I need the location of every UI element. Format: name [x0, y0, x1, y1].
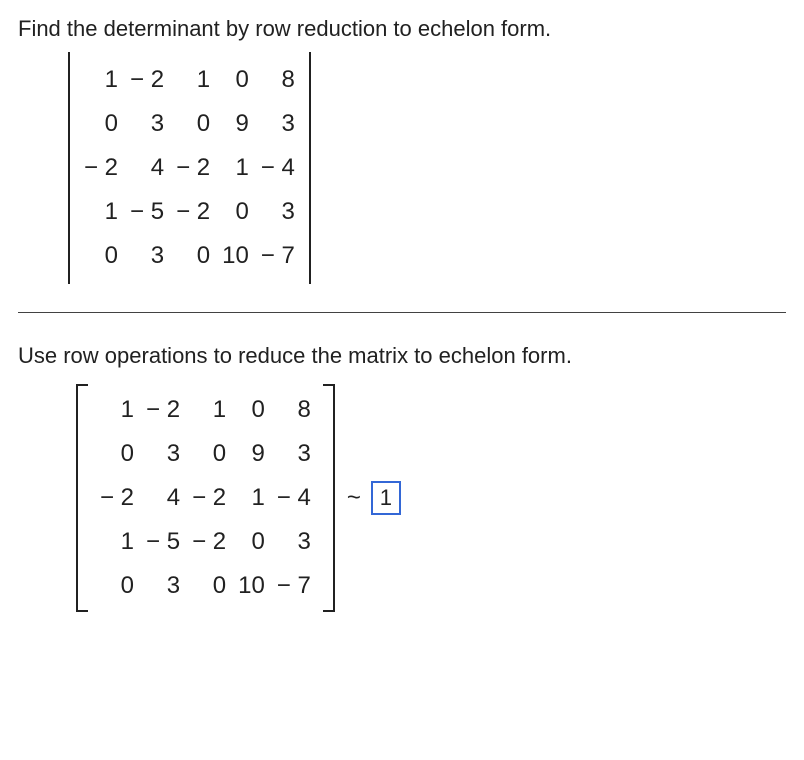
matrix-cell: 0 [232, 388, 271, 432]
matrix-cell: 1 [94, 388, 140, 432]
matrix-cell: − 7 [271, 564, 317, 608]
matrix-cell: 8 [255, 58, 301, 102]
matrix-cell: 0 [170, 102, 216, 146]
matrix-cell: 3 [124, 234, 170, 278]
matrix-cell: − 4 [271, 476, 317, 520]
matrix-cell: 3 [255, 190, 301, 234]
matrix-cell: − 2 [94, 476, 140, 520]
matrix-cell: 3 [271, 432, 317, 476]
matrix-grid: 1 − 2 1 0 8 0 3 0 9 3 − 2 4 − 2 1 − 4 [78, 58, 301, 278]
matrix-row: 0 3 0 10 − 7 [78, 234, 301, 278]
matrix-cell: 0 [78, 234, 124, 278]
matrix-cell: − 2 [186, 476, 232, 520]
matrix-cell: 1 [232, 476, 271, 520]
matrix-cell: 1 [186, 388, 232, 432]
section-divider [18, 312, 786, 313]
matrix-row: 0 3 0 10 − 7 [94, 564, 317, 608]
matrix-cell: 0 [186, 564, 232, 608]
left-bracket-icon [76, 384, 88, 612]
matrix-cell: − 5 [140, 520, 186, 564]
matrix-cell: 10 [216, 234, 255, 278]
matrix-cell: 0 [186, 432, 232, 476]
matrix-row: 1 − 5 − 2 0 3 [78, 190, 301, 234]
question-instruction: Find the determinant by row reduction to… [18, 14, 786, 44]
matrix-grid: 1 − 2 1 0 8 0 3 0 9 3 − 2 4 − 2 1 [94, 388, 317, 608]
matrix-cell: − 2 [124, 58, 170, 102]
matrix-cell: 0 [94, 564, 140, 608]
matrix-cell: 9 [216, 102, 255, 146]
matrix-row: 0 3 0 9 3 [94, 432, 317, 476]
matrix-row: 0 3 0 9 3 [78, 102, 301, 146]
matrix-cell: − 2 [186, 520, 232, 564]
matrix-cell: 1 [94, 520, 140, 564]
matrix-cell: 3 [255, 102, 301, 146]
matrix-cell: 0 [232, 520, 271, 564]
matrix-cell: 3 [271, 520, 317, 564]
row-equivalence-symbol: ~ [347, 484, 361, 512]
answer-input[interactable]: 1 [371, 481, 401, 515]
matrix-cell: 0 [216, 58, 255, 102]
matrix-row: − 2 4 − 2 1 − 4 [94, 476, 317, 520]
matrix-cell: 8 [271, 388, 317, 432]
matrix-row: 1 − 5 − 2 0 3 [94, 520, 317, 564]
matrix-cell: 0 [170, 234, 216, 278]
matrix-row: 1 − 2 1 0 8 [78, 58, 301, 102]
matrix-cell: − 7 [255, 234, 301, 278]
matrix-cell: 4 [124, 146, 170, 190]
step-matrix-container: 1 − 2 1 0 8 0 3 0 9 3 − 2 4 − 2 1 [76, 384, 786, 612]
step-instruction: Use row operations to reduce the matrix … [18, 341, 786, 371]
matrix-cell: 4 [140, 476, 186, 520]
matrix-cell: 0 [94, 432, 140, 476]
matrix-row: 1 − 2 1 0 8 [94, 388, 317, 432]
matrix-row: − 2 4 − 2 1 − 4 [78, 146, 301, 190]
matrix-cell: − 2 [170, 190, 216, 234]
bracket-matrix: 1 − 2 1 0 8 0 3 0 9 3 − 2 4 − 2 1 [76, 384, 335, 612]
matrix-cell: 0 [216, 190, 255, 234]
matrix-cell: 3 [140, 564, 186, 608]
matrix-cell: 10 [232, 564, 271, 608]
matrix-cell: − 4 [255, 146, 301, 190]
matrix-cell: − 2 [78, 146, 124, 190]
matrix-cell: − 5 [124, 190, 170, 234]
matrix-cell: 0 [78, 102, 124, 146]
matrix-cell: 1 [170, 58, 216, 102]
matrix-cell: 1 [78, 190, 124, 234]
matrix-cell: 3 [124, 102, 170, 146]
matrix-cell: 1 [216, 146, 255, 190]
determinant-matrix: 1 − 2 1 0 8 0 3 0 9 3 − 2 4 − 2 1 − 4 [68, 52, 311, 284]
determinant-matrix-container: 1 − 2 1 0 8 0 3 0 9 3 − 2 4 − 2 1 − 4 [68, 52, 786, 284]
matrix-cell: 3 [140, 432, 186, 476]
matrix-cell: 9 [232, 432, 271, 476]
matrix-cell: − 2 [140, 388, 186, 432]
matrix-cell: − 2 [170, 146, 216, 190]
matrix-cell: 1 [78, 58, 124, 102]
right-bracket-icon [323, 384, 335, 612]
